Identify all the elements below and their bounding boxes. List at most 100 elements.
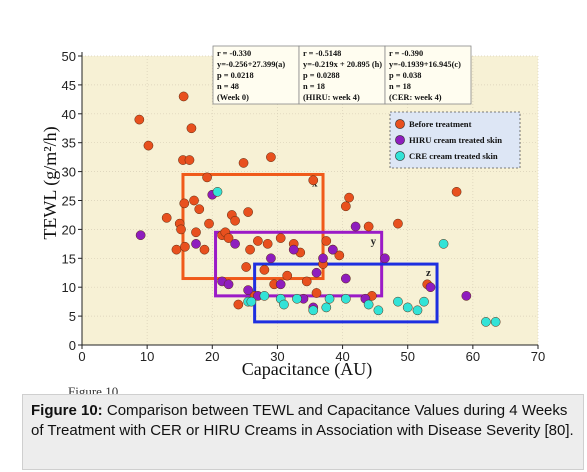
y-tick-label: 0	[69, 338, 76, 353]
data-point-series-1	[340, 273, 351, 284]
data-point-series-2	[412, 305, 423, 316]
data-point-series-0	[134, 114, 145, 125]
data-point-series-0	[301, 276, 312, 287]
stats-line: y=-0.219x + 20.895 (h)	[303, 60, 382, 69]
data-point-series-2	[490, 317, 501, 327]
stats-line: r = -0.390	[389, 49, 423, 58]
data-point-series-0	[179, 198, 190, 209]
stats-box	[212, 45, 300, 105]
stats-line: p = 0.0218	[217, 71, 254, 80]
data-point-series-1	[327, 244, 338, 255]
data-point-series-2	[402, 302, 413, 313]
stats-line: p = 0.038	[389, 71, 421, 80]
data-point-series-2	[481, 317, 491, 327]
data-point-series-0	[230, 215, 240, 226]
data-point-series-0	[393, 218, 403, 229]
data-point-series-1	[223, 279, 234, 290]
legend-label: HIRU cream treated skin	[409, 135, 502, 145]
data-point-series-0	[308, 175, 319, 186]
data-point-series-0	[340, 201, 351, 212]
caption-label: Figure 10:	[31, 402, 103, 419]
data-point-series-0	[259, 265, 270, 275]
data-point-series-0	[253, 236, 263, 246]
y-tick-label: 50	[62, 49, 76, 64]
stats-line: r = -0.330	[217, 49, 251, 58]
data-point-series-0	[199, 244, 210, 255]
data-point-series-0	[282, 270, 293, 281]
data-point-series-0	[180, 241, 190, 252]
x-tick-label: 60	[466, 349, 480, 364]
y-tick-label: 10	[62, 280, 76, 295]
data-point-series-0	[194, 204, 205, 215]
stats-line: r = -0.5148	[303, 49, 341, 58]
stats-line: n = 18	[389, 82, 411, 91]
data-point-series-1	[461, 291, 472, 301]
x-tick-label: 50	[400, 349, 414, 364]
data-point-series-2	[363, 299, 374, 310]
data-point-series-0	[311, 288, 322, 298]
data-point-series-1	[275, 279, 286, 290]
y-tick-label: 40	[62, 107, 76, 122]
stats-line: p = 0.0288	[303, 71, 340, 80]
data-point-series-0	[262, 239, 273, 249]
stats-line: (CER: week 4)	[389, 93, 442, 102]
x-tick-label: 40	[335, 349, 349, 364]
x-tick-label: 0	[78, 349, 85, 364]
stats-line: n = 48	[217, 82, 239, 91]
y-tick-label: 45	[62, 78, 76, 93]
x-tick-label: 30	[270, 349, 284, 364]
stats-line: (HIRU: week 4)	[303, 93, 360, 102]
data-point-series-2	[308, 305, 319, 316]
legend-marker	[395, 135, 405, 145]
caption-text: Comparison between TEWL and Capacitance …	[31, 402, 574, 439]
legend-marker	[395, 151, 405, 161]
axes-layer: 0 5 10 15 20 25 30 35 40 45 50 0 10 20 30 40 50 60 70	[62, 49, 546, 364]
data-point-series-0	[275, 233, 286, 243]
data-point-series-0	[189, 195, 199, 206]
data-point-series-1	[135, 230, 146, 241]
points-layer	[134, 91, 501, 327]
data-point-series-0	[176, 224, 186, 235]
data-point-series-2	[324, 293, 335, 304]
data-point-series-1	[230, 239, 240, 249]
x-axis-label: Capacitance (AU)	[242, 359, 372, 380]
data-point-series-2	[212, 186, 223, 197]
data-point-series-0	[233, 299, 244, 310]
data-point-series-2	[438, 239, 449, 249]
data-point-series-0	[184, 155, 195, 165]
data-point-series-1	[380, 253, 390, 264]
data-point-series-2	[279, 299, 289, 310]
data-point-series-2	[321, 302, 332, 313]
legend: Before treatment HIRU cream treated skin C…	[389, 111, 521, 169]
x-tick-label: 20	[205, 349, 219, 364]
y-tick-label: 20	[62, 222, 76, 237]
data-point-series-0	[161, 212, 172, 223]
y-axis-label: TEWL (g/m²/h)	[40, 126, 61, 239]
region-label-y: y	[371, 235, 377, 247]
caption-box: Figure 10: Comparison between TEWL and C…	[22, 394, 584, 470]
data-point-series-0	[223, 233, 234, 243]
data-point-series-1	[243, 285, 253, 295]
data-point-series-2	[393, 296, 403, 307]
data-point-series-2	[419, 296, 429, 307]
data-point-series-0	[178, 91, 189, 102]
legend-marker	[395, 119, 405, 129]
x-tick-label: 10	[140, 349, 154, 364]
data-point-series-0	[186, 123, 197, 134]
data-point-series-0	[243, 207, 253, 217]
y-tick-label: 35	[62, 136, 76, 151]
data-point-series-2	[246, 296, 257, 307]
data-point-series-0	[321, 236, 332, 246]
stats-line: y=-0.256+27.399(a)	[217, 60, 285, 69]
data-point-series-1	[318, 253, 328, 264]
data-point-series-2	[373, 305, 384, 316]
data-point-series-0	[245, 244, 255, 255]
stats-line: n = 18	[303, 82, 325, 91]
stats-line: (Week 0)	[217, 93, 249, 102]
y-tick-label: 25	[62, 194, 76, 209]
figure-caption: Figure 10: Comparison between TEWL and C…	[31, 401, 575, 441]
stats-box	[384, 45, 472, 105]
data-point-series-0	[143, 140, 154, 151]
